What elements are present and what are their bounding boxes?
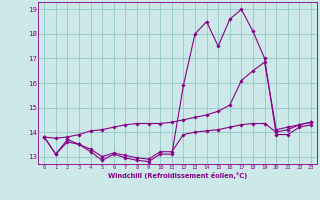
X-axis label: Windchill (Refroidissement éolien,°C): Windchill (Refroidissement éolien,°C) — [108, 172, 247, 179]
